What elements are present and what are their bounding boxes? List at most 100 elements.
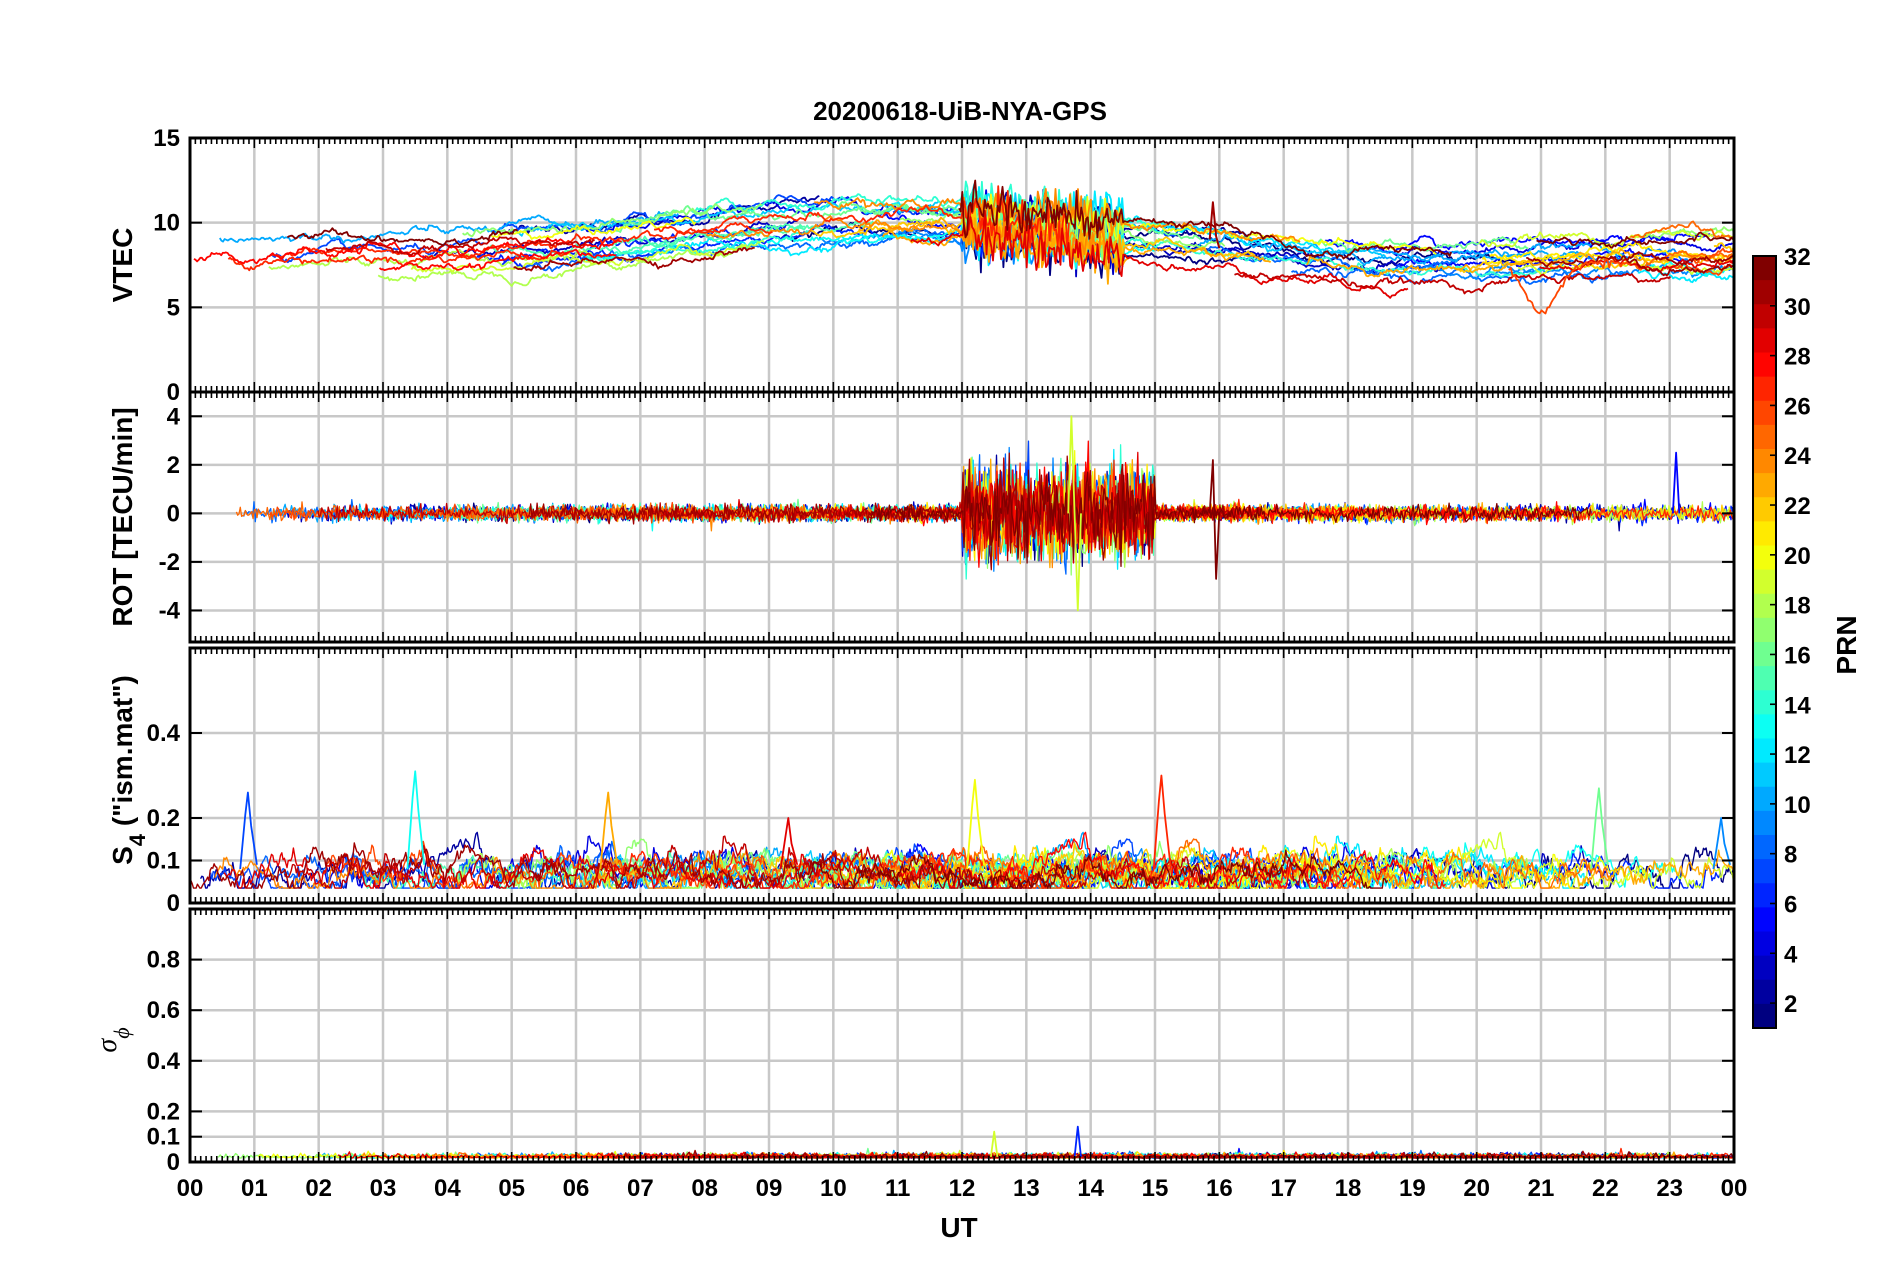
colorbar-segment [1753,955,1776,981]
x-tick-label: 07 [627,1175,654,1202]
series-line [910,210,1409,299]
series-line [227,249,570,272]
series-line [490,216,697,240]
series-line [1208,459,1221,580]
colorbar-segment [1753,473,1776,498]
x-tick-label: 16 [1206,1175,1233,1202]
series-line [990,1130,999,1158]
series-line [325,236,595,257]
colorbar-segment [1753,762,1776,788]
colorbar-segment [1753,883,1776,908]
series-line [732,1150,1734,1159]
x-tick-label: 14 [1077,1175,1104,1202]
colorbar-segment [1753,835,1776,860]
series-line [1666,262,1734,276]
series-line [807,849,1389,889]
series-line [1626,258,1734,277]
y-tick-label: 4 [167,403,181,430]
x-tick-label: 00 [177,1175,204,1202]
x-tick-label: 09 [756,1175,783,1202]
series-line [847,847,1648,889]
series-group [235,415,1735,612]
series-line [966,778,985,870]
colorbar-segment [1753,738,1776,764]
colorbar-segment [1753,593,1776,619]
y-tick-label: 0 [167,379,180,406]
y-tick-label: 0.2 [147,805,180,832]
colorbar-tick-label: 18 [1784,593,1811,620]
colorbar-segment [1753,1003,1776,1029]
series-line [190,842,1070,889]
colorbar-segment [1753,400,1776,426]
series-line [1092,232,1559,278]
panel-sigma-ylabel: σϕ [92,1027,134,1052]
colorbar-segment [1753,256,1776,281]
series-line [377,240,765,287]
sigma-ylabel-main: σ [92,1038,123,1053]
colorbar-segment [1753,328,1776,354]
series-line [513,247,755,272]
series-line [583,208,1032,267]
colorbar-segment [1753,979,1776,1005]
series-line [610,220,874,247]
colorbar-segment [1753,304,1776,329]
colorbar-tick-label: 2 [1784,991,1797,1018]
series-line [193,237,622,265]
series-line [581,230,809,262]
colorbar-segment [1753,352,1776,378]
colorbar-segment [1753,931,1776,957]
colorbar-tick-label: 12 [1784,742,1811,769]
x-tick-label: 12 [949,1175,976,1202]
series-line [410,243,747,273]
colorbar-segment [1753,569,1776,595]
x-tick-label: 18 [1335,1175,1362,1202]
x-tick-label: 10 [820,1175,847,1202]
colorbar-tick-label: 22 [1784,493,1811,520]
s4-ylabel-sub: 4 [125,833,150,846]
colorbar-segment [1753,521,1776,547]
series-line [1508,258,1631,315]
y-tick-label: 0 [167,500,180,527]
sigma-ylabel-sub: ϕ [109,1027,134,1038]
series-line [958,179,1453,260]
series-line [1208,201,1221,249]
series-line [1067,415,1082,612]
series-line [1539,257,1734,273]
x-tick-label: 06 [563,1175,590,1202]
series-line [1713,242,1734,252]
series-line [378,248,617,271]
series-line [1234,272,1672,295]
panel-s4-ylabel: S4 ("ism.mat") [107,675,150,865]
series-line [779,817,799,870]
x-tick-label: 00 [1721,1175,1748,1202]
panel-rot: -4 -2 0 2 4 [159,390,1736,644]
y-tick-label: 0 [167,1149,180,1176]
colorbar-segment [1753,376,1776,402]
colorbar-segment [1753,545,1776,571]
panel-sigma-phi: 00.10.2 0.4 0.6 0.8 00 01 02 03 04 05 06 07 08 09 10 11… [147,907,1748,1202]
y-tick-label: 0.2 [147,1098,180,1125]
x-tick-label: 20 [1463,1175,1490,1202]
y-tick-label: 0.1 [147,1124,180,1151]
x-tick-label: 01 [241,1175,268,1202]
x-tick-label: 08 [691,1175,718,1202]
colorbar-tick-label: 32 [1784,244,1811,271]
y-tick-label: -2 [159,549,180,576]
panel-vtec-ylabel: VTEC [107,228,138,303]
colorbar-tick-label: 10 [1784,792,1811,819]
x-tick-label: 05 [498,1175,525,1202]
colorbar-label: PRN [1831,615,1862,674]
series-group [190,770,1734,889]
colorbar-segment [1753,690,1776,715]
chart-title: 20200618-UiB-NYA-GPS [813,96,1107,126]
colorbar-segment [1753,786,1776,812]
series-line [1330,241,1626,266]
x-tick-label: 19 [1399,1175,1426,1202]
colorbar-segment [1753,642,1776,667]
x-tick-label: 15 [1142,1175,1169,1202]
x-tick-label: 04 [434,1175,461,1202]
series-line [462,203,763,238]
series-line [1672,451,1681,514]
x-tick-label: 03 [370,1175,397,1202]
